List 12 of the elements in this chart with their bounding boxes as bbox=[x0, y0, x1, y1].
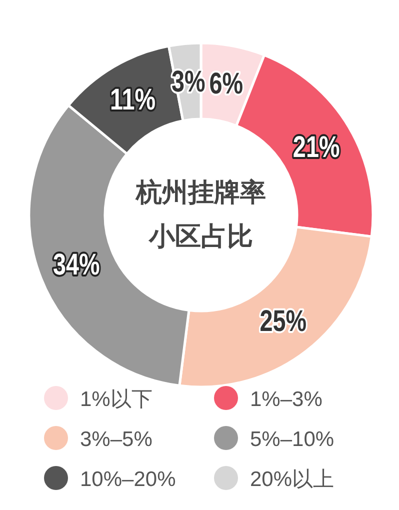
legend-label: 1%以下 bbox=[80, 388, 152, 411]
data-label: 11% bbox=[110, 82, 156, 116]
data-label: 21% bbox=[292, 130, 340, 164]
legend-label: 1%–3% bbox=[250, 388, 322, 411]
data-label: 6% bbox=[209, 66, 244, 100]
legend-label: 20%以上 bbox=[250, 468, 334, 491]
data-label: 34% bbox=[53, 248, 100, 282]
legend-label: 10%–20% bbox=[80, 468, 176, 491]
text: 杭州挂牌率小区占比 bbox=[136, 177, 266, 254]
legend-label: 3%–5% bbox=[80, 428, 152, 451]
data-label: 25% bbox=[260, 304, 307, 338]
legend-label: 5%–10% bbox=[250, 428, 334, 451]
